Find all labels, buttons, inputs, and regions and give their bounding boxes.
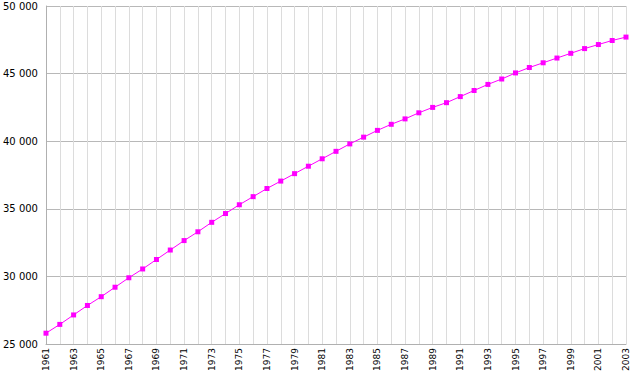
svg-text:1997: 1997 — [538, 348, 548, 371]
svg-text:1983: 1983 — [345, 348, 355, 371]
svg-text:1975: 1975 — [234, 348, 244, 371]
svg-text:2001: 2001 — [593, 348, 603, 371]
svg-text:1965: 1965 — [96, 348, 106, 371]
svg-text:40 000: 40 000 — [3, 136, 38, 147]
svg-text:25 000: 25 000 — [3, 339, 38, 350]
svg-text:1981: 1981 — [317, 348, 327, 371]
svg-text:50 000: 50 000 — [3, 1, 38, 12]
svg-text:1977: 1977 — [262, 348, 272, 371]
svg-text:1995: 1995 — [511, 348, 521, 371]
svg-text:1971: 1971 — [179, 348, 189, 371]
svg-text:1973: 1973 — [207, 348, 217, 371]
svg-text:1987: 1987 — [400, 348, 410, 371]
svg-text:1985: 1985 — [372, 348, 382, 371]
svg-text:1991: 1991 — [455, 348, 465, 371]
svg-text:35 000: 35 000 — [3, 203, 38, 214]
svg-text:1963: 1963 — [69, 348, 79, 371]
svg-text:1969: 1969 — [151, 348, 161, 371]
svg-text:45 000: 45 000 — [3, 68, 38, 79]
svg-text:1993: 1993 — [483, 348, 493, 371]
svg-text:1989: 1989 — [428, 348, 438, 371]
svg-text:1999: 1999 — [566, 348, 576, 371]
svg-text:2003: 2003 — [621, 348, 631, 371]
svg-text:30 000: 30 000 — [3, 271, 38, 282]
svg-text:1961: 1961 — [41, 348, 51, 371]
svg-text:1967: 1967 — [124, 348, 134, 371]
svg-text:1979: 1979 — [290, 348, 300, 371]
